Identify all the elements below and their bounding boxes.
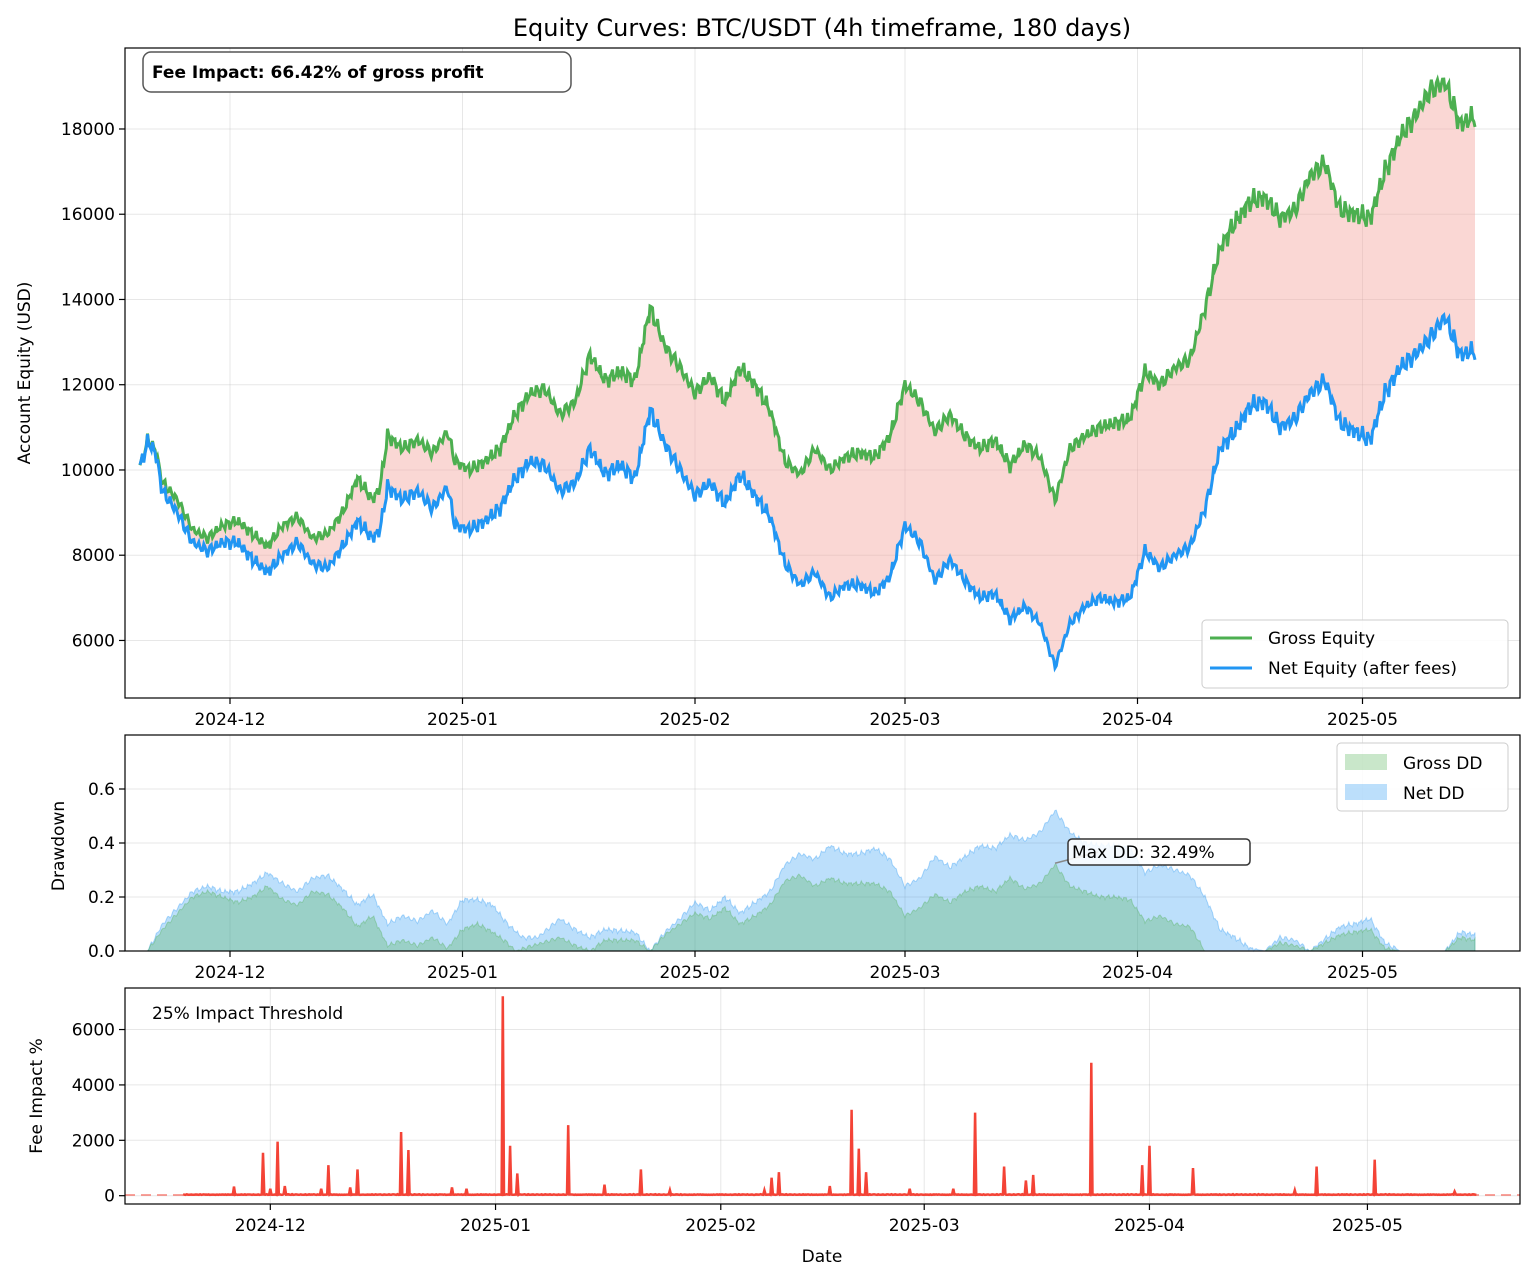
x-tick-label: 2024-12 [235, 1216, 306, 1236]
y-tick-label: 0.0 [88, 942, 115, 962]
x-tick-label: 2025-05 [1332, 1216, 1403, 1236]
x-axis-label: Date [802, 1247, 843, 1267]
fee-impact-annotation: Fee Impact: 66.42% of gross profit [142, 51, 572, 93]
chart-title: Equity Curves: BTC/USDT (4h timeframe, 1… [513, 14, 1131, 42]
drawdown-y-axis-label: Drawdown [49, 801, 69, 891]
y-tick-label: 8000 [72, 546, 115, 566]
equity-x-ticks: 2024-12 2025-01 2025-02 2025-03 2025-04 2025-… [194, 698, 1398, 730]
equity-plot-frame [124, 47, 1521, 699]
y-tick-label: 4000 [72, 1076, 115, 1096]
x-tick-label: 2025-05 [1327, 963, 1398, 983]
equity-panel: 6000 8000 10000 12000 14000 16000 18000 2024-1… [15, 47, 1521, 730]
fee-impact-y-ticks: 0 2000 4000 6000 [72, 1021, 125, 1207]
x-tick-label: 2024-12 [194, 710, 265, 730]
x-tick-label: 2025-03 [869, 963, 940, 983]
legend-gross-equity-label: Gross Equity [1268, 629, 1375, 649]
gross-equity-line [138, 74, 1477, 549]
y-tick-label: 2000 [72, 1131, 115, 1151]
y-tick-label: 18000 [61, 120, 115, 140]
legend-gross-dd-label: Gross DD [1403, 754, 1483, 774]
y-tick-label: 0.6 [88, 780, 115, 800]
max-dd-annotation-text: Max DD: 32.49% [1072, 843, 1215, 863]
legend-net-equity-label: Net Equity (after fees) [1268, 659, 1457, 679]
y-tick-label: 10000 [61, 461, 115, 481]
fee-impact-x-ticks: 2024-12 2025-01 2025-02 2025-03 2025-04 2025-… [235, 1204, 1403, 1236]
x-tick-label: 2025-03 [869, 710, 940, 730]
equity-y-ticks: 6000 8000 10000 12000 14000 16000 18000 [61, 120, 125, 651]
x-tick-label: 2025-04 [1114, 1216, 1185, 1236]
y-tick-label: 0 [104, 1187, 115, 1207]
legend-gross-dd-swatch [1345, 754, 1387, 770]
x-tick-label: 2025-04 [1102, 963, 1173, 983]
x-tick-label: 2025-01 [427, 710, 498, 730]
drawdown-y-ticks: 0.0 0.2 0.4 0.6 [88, 780, 125, 962]
drawdown-gridlines [125, 735, 1520, 952]
drawdown-legend: Gross DD Net DD [1336, 742, 1509, 812]
net-drawdown-area [140, 809, 1476, 953]
x-tick-label: 2025-03 [889, 1216, 960, 1236]
net-equity-line [138, 311, 1477, 673]
fee-impact-annotation-text: Fee Impact: 66.42% of gross profit [152, 63, 484, 83]
x-tick-label: 2025-02 [659, 710, 730, 730]
fee-gap-fill [140, 79, 1475, 669]
fee-impact-annotation-box [142, 51, 572, 93]
y-tick-label: 16000 [61, 205, 115, 225]
x-tick-label: 2025-02 [685, 1216, 756, 1236]
max-dd-annotation-box [1067, 838, 1251, 866]
y-tick-label: 6000 [72, 1021, 115, 1041]
drawdown-x-ticks: 2024-12 2025-01 2025-02 2025-03 2025-04 2025-… [194, 951, 1398, 983]
drawdown-panel: 0.0 0.2 0.4 0.6 2024-12 2025-01 2025-02 2025-0… [49, 734, 1521, 983]
y-tick-label: 14000 [61, 290, 115, 310]
x-tick-label: 2025-01 [427, 963, 498, 983]
equity-legend: Gross Equity Net Equity (after fees) [1201, 619, 1509, 689]
fee-impact-line [182, 996, 1477, 1197]
y-tick-label: 6000 [72, 631, 115, 651]
y-tick-label: 0.4 [88, 834, 115, 854]
legend-net-dd-swatch [1345, 784, 1387, 800]
x-tick-label: 2024-12 [194, 963, 265, 983]
x-tick-label: 2025-05 [1327, 710, 1398, 730]
max-dd-annotation: Max DD: 32.49% [1054, 838, 1251, 866]
equity-y-axis-label: Account Equity (USD) [15, 282, 35, 465]
fee-impact-y-axis-label: Fee Impact % [27, 1038, 47, 1154]
x-tick-label: 2025-02 [659, 963, 730, 983]
x-tick-label: 2025-04 [1102, 710, 1173, 730]
y-tick-label: 0.2 [88, 888, 115, 908]
drawdown-legend-box [1336, 742, 1509, 812]
x-tick-label: 2025-01 [460, 1216, 531, 1236]
impact-threshold-label: 25% Impact Threshold [152, 1004, 343, 1024]
fee-impact-plot-frame [124, 987, 1521, 1205]
legend-net-dd-label: Net DD [1403, 784, 1464, 804]
equity-legend-box [1201, 619, 1509, 689]
y-tick-label: 12000 [61, 376, 115, 396]
fee-impact-panel: 0 2000 4000 6000 2024-12 2025-01 2025-02 2025-… [27, 987, 1521, 1267]
